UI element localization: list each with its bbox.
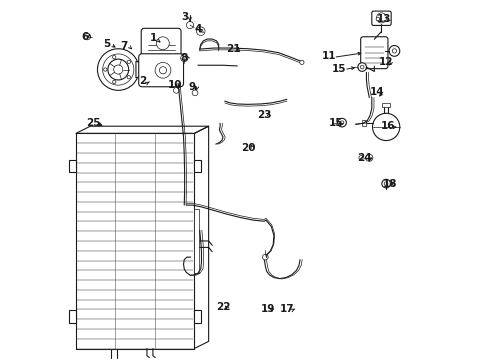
Circle shape <box>112 55 116 59</box>
Bar <box>194 159 201 172</box>
Circle shape <box>196 27 204 36</box>
FancyBboxPatch shape <box>371 11 390 26</box>
Text: 4: 4 <box>194 24 201 35</box>
Circle shape <box>365 154 372 161</box>
Text: 20: 20 <box>241 143 255 153</box>
Text: 3: 3 <box>182 12 188 22</box>
Text: 19: 19 <box>260 304 274 314</box>
Text: 16: 16 <box>380 121 394 131</box>
Circle shape <box>97 49 139 90</box>
Circle shape <box>391 49 396 53</box>
Circle shape <box>358 156 363 160</box>
Text: 14: 14 <box>369 87 384 97</box>
Circle shape <box>112 80 116 84</box>
Circle shape <box>384 182 387 185</box>
Text: 8: 8 <box>180 53 187 63</box>
Text: 5: 5 <box>102 39 110 49</box>
Circle shape <box>372 113 399 140</box>
Text: 18: 18 <box>382 179 396 189</box>
Circle shape <box>102 54 134 85</box>
Bar <box>361 121 366 126</box>
Text: 25: 25 <box>86 118 100 128</box>
Text: 15: 15 <box>328 118 343 128</box>
Text: 13: 13 <box>376 14 391 24</box>
Text: 2: 2 <box>139 76 145 86</box>
FancyBboxPatch shape <box>139 54 183 87</box>
Text: 22: 22 <box>215 302 230 312</box>
Text: 10: 10 <box>167 80 182 90</box>
Circle shape <box>375 17 379 21</box>
Circle shape <box>381 179 389 188</box>
Circle shape <box>340 121 343 125</box>
Text: 12: 12 <box>378 57 393 67</box>
Circle shape <box>159 67 166 74</box>
Circle shape <box>192 90 198 96</box>
Circle shape <box>337 118 346 127</box>
FancyBboxPatch shape <box>360 37 387 69</box>
Bar <box>381 103 389 107</box>
Text: 24: 24 <box>357 153 371 163</box>
Text: 21: 21 <box>226 44 241 54</box>
Circle shape <box>156 37 169 50</box>
Bar <box>194 310 201 323</box>
Circle shape <box>299 60 304 64</box>
Circle shape <box>155 62 170 78</box>
Bar <box>69 159 76 172</box>
Text: 23: 23 <box>257 111 271 121</box>
Text: 9: 9 <box>188 82 196 92</box>
Circle shape <box>262 254 267 260</box>
Circle shape <box>127 60 130 64</box>
Circle shape <box>84 33 90 40</box>
Text: 1: 1 <box>149 33 156 43</box>
FancyBboxPatch shape <box>141 28 181 61</box>
Circle shape <box>388 45 399 56</box>
Circle shape <box>103 68 107 71</box>
Circle shape <box>108 59 128 80</box>
Text: 11: 11 <box>321 51 335 61</box>
Bar <box>69 310 76 323</box>
Circle shape <box>127 76 130 79</box>
Bar <box>193 209 199 273</box>
Circle shape <box>180 54 187 62</box>
Text: 7: 7 <box>121 41 128 50</box>
Text: 6: 6 <box>81 32 88 41</box>
Circle shape <box>360 65 363 69</box>
Circle shape <box>114 65 122 74</box>
Text: 15: 15 <box>332 64 346 74</box>
Text: 17: 17 <box>280 304 294 314</box>
Circle shape <box>376 13 386 23</box>
Circle shape <box>357 63 366 71</box>
Circle shape <box>173 87 179 93</box>
Polygon shape <box>136 61 145 78</box>
Circle shape <box>186 22 193 29</box>
